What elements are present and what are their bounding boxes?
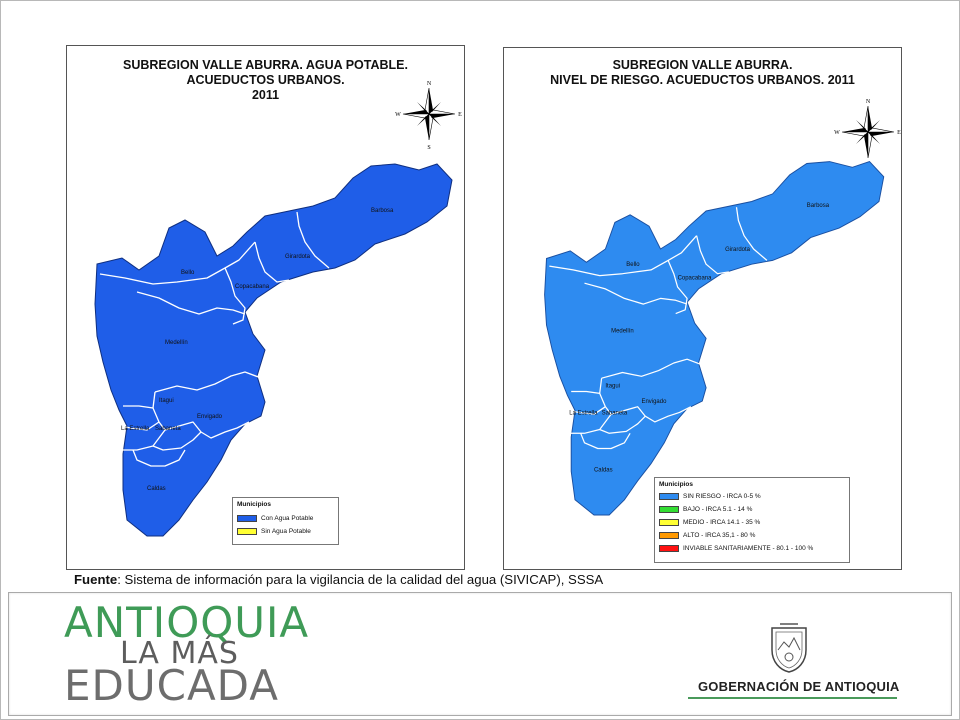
- legend-label: Con Agua Potable: [261, 515, 314, 522]
- compass-w: W: [395, 112, 401, 118]
- compass-s: S: [427, 145, 430, 151]
- label-barbosa: Barbosa: [371, 208, 394, 214]
- legend-label: Sin Agua Potable: [261, 528, 311, 535]
- compass-rose-icon: N S E W: [834, 99, 901, 169]
- government-underline: [688, 697, 897, 699]
- label-itagui: Itagui: [605, 384, 620, 390]
- legend-item: Con Agua Potable: [237, 514, 313, 523]
- label-girardota: Girardota: [725, 247, 751, 253]
- legend-swatch: [237, 528, 257, 535]
- map-panel-risk-level: SUBREGION VALLE ABURRA. NIVEL DE RIESGO.…: [503, 47, 902, 570]
- legend-swatch: [659, 506, 679, 513]
- label-medellin: Medellín: [611, 329, 634, 335]
- brand-line-3: EDUCADA: [64, 661, 280, 710]
- legend-label: BAJO - IRCA 5.1 - 14 %: [683, 506, 753, 513]
- source-label: Fuente: [74, 572, 118, 587]
- map-canvas: N S E W Barbosa Gira: [94, 81, 462, 537]
- compass-w: W: [834, 130, 840, 136]
- legend-label: SIN RIESGO - IRCA 0-5 %: [683, 493, 761, 500]
- map-title-line-2: ACUEDUCTOS URBANOS.: [186, 73, 345, 87]
- brand-line-1: ANTIOQUIA: [64, 598, 310, 647]
- government-name: GOBERNACIÓN DE ANTIOQUIA: [698, 679, 900, 694]
- label-sabaneta: Sabaneta: [155, 426, 181, 432]
- label-medellin: Medellín: [165, 340, 188, 346]
- label-bello: Bello: [626, 262, 640, 268]
- legend-title: Municipios: [237, 501, 271, 508]
- map-title: SUBREGION VALLE ABURRA. AGUA POTABLE. AC…: [67, 58, 464, 103]
- region-shape: Barbosa Girardota Bello Copacabana Medel…: [94, 163, 453, 537]
- legend-item: Sin Agua Potable: [237, 527, 311, 536]
- map-title-line-1: SUBREGION VALLE ABURRA.: [612, 58, 793, 72]
- map-legend: Municipios Con Agua Potable Sin Agua Pot…: [232, 497, 339, 545]
- label-bello: Bello: [181, 270, 195, 276]
- map-legend: Municipios SIN RIESGO - IRCA 0-5 % BAJO …: [654, 477, 850, 563]
- label-copacabana: Copacabana: [235, 284, 270, 290]
- coat-of-arms-icon: [771, 623, 807, 673]
- map-title-line-3: 2011: [251, 88, 280, 102]
- label-la-estrella: La Estrella: [121, 426, 150, 432]
- legend-swatch: [237, 515, 257, 522]
- legend-swatch: [659, 519, 679, 526]
- legend-item: ALTO - IRCA 35,1 - 80 %: [659, 531, 755, 540]
- label-barbosa: Barbosa: [807, 203, 830, 209]
- brand-line-2: LA MÁS: [120, 636, 239, 671]
- map-panel-water-supply: SUBREGION VALLE ABURRA. AGUA POTABLE. AC…: [66, 45, 465, 570]
- label-caldas: Caldas: [147, 486, 166, 492]
- legend-title: Municipios: [659, 481, 693, 488]
- legend-item: SIN RIESGO - IRCA 0-5 %: [659, 492, 761, 501]
- label-la-estrella: La Estrella: [569, 410, 598, 416]
- compass-n: N: [866, 99, 871, 105]
- label-girardota: Girardota: [285, 254, 311, 260]
- map-title: SUBREGION VALLE ABURRA. NIVEL DE RIESGO.…: [504, 58, 901, 88]
- compass-n: N: [427, 81, 432, 87]
- legend-swatch: [659, 545, 679, 552]
- legend-item: INVIABLE SANITARIAMENTE - 80.1 - 100 %: [659, 544, 813, 553]
- source-text: : Sistema de información para la vigilan…: [117, 572, 604, 587]
- compass-e: E: [458, 112, 462, 118]
- legend-item: MEDIO - IRCA 14.1 - 35 %: [659, 518, 760, 527]
- legend-swatch: [659, 493, 679, 500]
- label-envigado: Envigado: [197, 414, 223, 420]
- compass-e: E: [897, 130, 901, 136]
- legend-label: INVIABLE SANITARIAMENTE - 80.1 - 100 %: [683, 545, 814, 552]
- map-canvas: N S E W Barbosa Gira: [544, 99, 901, 516]
- label-copacabana: Copacabana: [678, 275, 713, 281]
- compass-rose-icon: N S E W: [395, 81, 462, 151]
- map-title-line-1: SUBREGION VALLE ABURRA. AGUA POTABLE.: [123, 58, 408, 72]
- legend-item: BAJO - IRCA 5.1 - 14 %: [659, 505, 752, 514]
- legend-label: ALTO - IRCA 35,1 - 80 %: [683, 532, 756, 539]
- legend-swatch: [659, 532, 679, 539]
- label-envigado: Envigado: [642, 399, 668, 405]
- map-title-line-2: NIVEL DE RIESGO. ACUEDUCTOS URBANOS. 201…: [550, 73, 855, 87]
- label-caldas: Caldas: [594, 467, 613, 473]
- source-citation: Fuente: Sistema de información para la v…: [74, 572, 603, 587]
- label-sabaneta: Sabaneta: [602, 410, 628, 416]
- label-itagui: Itagui: [159, 398, 174, 404]
- region-shape: Barbosa Girardota Bello Copacabana Medel…: [544, 161, 885, 516]
- legend-label: MEDIO - IRCA 14.1 - 35 %: [683, 519, 761, 526]
